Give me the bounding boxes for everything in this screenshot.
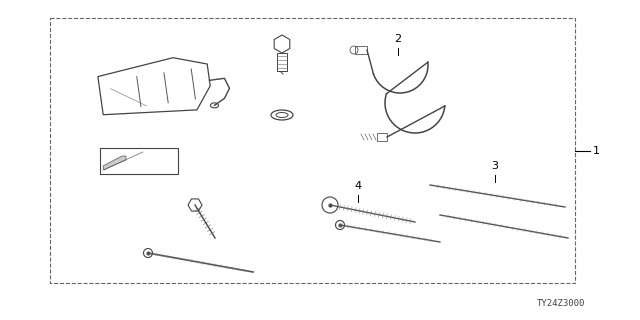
Text: TY24Z3000: TY24Z3000	[536, 299, 585, 308]
Bar	[377, 133, 387, 141]
Bar	[277, 53, 287, 71]
Text: 2: 2	[394, 34, 401, 44]
Bar	[355, 46, 367, 54]
Text: 4: 4	[355, 181, 362, 191]
Bar	[100, 148, 178, 174]
Polygon shape	[103, 156, 126, 170]
Bar	[50, 18, 575, 283]
Text: 3: 3	[492, 161, 499, 171]
Text: 1: 1	[593, 146, 600, 156]
